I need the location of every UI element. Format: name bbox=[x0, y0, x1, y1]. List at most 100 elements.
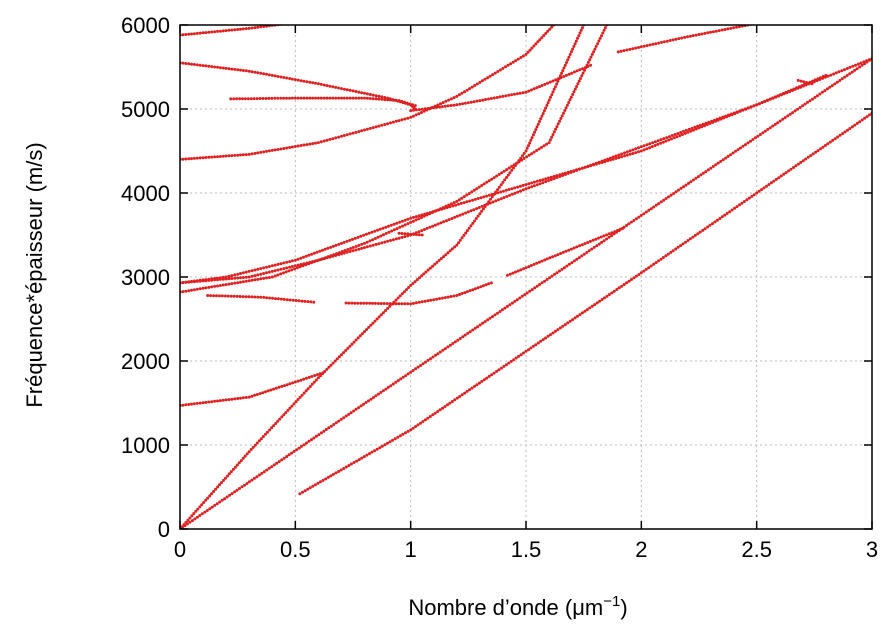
data-point bbox=[210, 400, 214, 404]
data-point bbox=[353, 301, 357, 305]
data-point bbox=[535, 86, 539, 90]
data-point bbox=[572, 44, 576, 48]
data-point bbox=[621, 226, 625, 230]
data-point bbox=[729, 26, 733, 30]
data-point bbox=[412, 232, 416, 236]
data-point bbox=[697, 126, 701, 130]
data-point bbox=[220, 294, 224, 298]
data-point bbox=[634, 46, 638, 50]
data-point bbox=[307, 375, 311, 379]
data-point bbox=[455, 214, 459, 218]
data-point bbox=[534, 42, 538, 46]
data-point bbox=[516, 190, 520, 194]
data-point bbox=[496, 191, 500, 195]
data-point bbox=[790, 89, 794, 92]
data-point bbox=[715, 218, 719, 222]
data-point bbox=[227, 28, 231, 32]
data-point bbox=[471, 221, 475, 225]
data-point bbox=[547, 141, 551, 145]
data-point bbox=[493, 192, 497, 196]
data-point bbox=[828, 140, 832, 144]
data-point bbox=[490, 177, 494, 181]
data-point bbox=[306, 300, 310, 304]
data-point bbox=[420, 274, 424, 278]
data-point bbox=[578, 313, 582, 317]
data-point bbox=[380, 123, 384, 127]
data-point bbox=[227, 154, 231, 158]
data-point bbox=[703, 227, 707, 231]
data-point bbox=[181, 290, 185, 294]
data-point bbox=[388, 302, 392, 306]
data-point bbox=[276, 419, 280, 423]
data-point bbox=[439, 221, 443, 225]
data-point bbox=[791, 111, 795, 115]
data-point bbox=[190, 157, 193, 161]
data-point bbox=[302, 96, 306, 100]
data-point bbox=[475, 82, 479, 86]
data-point bbox=[813, 95, 817, 99]
axis-ticks bbox=[179, 24, 873, 530]
data-point bbox=[486, 76, 490, 80]
data-point bbox=[528, 141, 532, 145]
data-point bbox=[282, 267, 286, 271]
data-point bbox=[503, 178, 507, 182]
data-point bbox=[860, 118, 864, 122]
data-point bbox=[385, 302, 389, 306]
data-point bbox=[572, 90, 576, 94]
data-point bbox=[829, 73, 833, 77]
data-point bbox=[310, 252, 314, 256]
data-point bbox=[840, 77, 844, 81]
data-point bbox=[198, 401, 202, 405]
data-point bbox=[470, 190, 474, 194]
data-point bbox=[342, 134, 346, 137]
data-point bbox=[368, 97, 372, 100]
data-point bbox=[546, 81, 549, 85]
data-point bbox=[491, 200, 495, 204]
data-point bbox=[628, 152, 632, 156]
data-point bbox=[457, 202, 460, 206]
data-point bbox=[544, 31, 548, 35]
data-point bbox=[365, 92, 369, 96]
data-point bbox=[286, 408, 290, 412]
data-point bbox=[239, 27, 242, 31]
data-point bbox=[384, 309, 387, 313]
data-point bbox=[374, 242, 378, 246]
data-point bbox=[525, 155, 529, 159]
data-point bbox=[462, 233, 466, 237]
data-point bbox=[252, 476, 256, 480]
data-point bbox=[558, 326, 562, 330]
data-point bbox=[527, 265, 531, 269]
data-point bbox=[360, 456, 364, 460]
data-point bbox=[535, 125, 539, 129]
series-17 bbox=[397, 231, 424, 237]
data-point bbox=[443, 104, 447, 108]
data-point bbox=[417, 217, 421, 221]
data-point bbox=[543, 82, 547, 86]
data-point bbox=[625, 48, 629, 52]
data-point bbox=[394, 298, 398, 302]
data-point bbox=[468, 289, 472, 293]
data-point bbox=[376, 235, 380, 239]
data-point bbox=[564, 249, 568, 253]
data-point bbox=[424, 270, 428, 274]
data-point bbox=[316, 376, 320, 380]
data-point bbox=[408, 102, 412, 106]
data-point bbox=[767, 21, 770, 24]
data-point bbox=[401, 375, 405, 379]
data-point bbox=[448, 401, 452, 405]
series-10 bbox=[409, 63, 593, 113]
data-point bbox=[331, 244, 335, 248]
data-point bbox=[566, 321, 570, 325]
data-point bbox=[327, 426, 331, 430]
data-point bbox=[853, 68, 857, 72]
data-point bbox=[482, 378, 486, 382]
data-point bbox=[448, 249, 452, 253]
data-point bbox=[400, 292, 404, 296]
data-point bbox=[305, 441, 308, 445]
data-point bbox=[372, 396, 375, 399]
data-point bbox=[265, 72, 268, 76]
data-point bbox=[470, 85, 474, 89]
data-point bbox=[181, 61, 185, 65]
data-point bbox=[371, 97, 375, 101]
data-point bbox=[357, 130, 361, 134]
